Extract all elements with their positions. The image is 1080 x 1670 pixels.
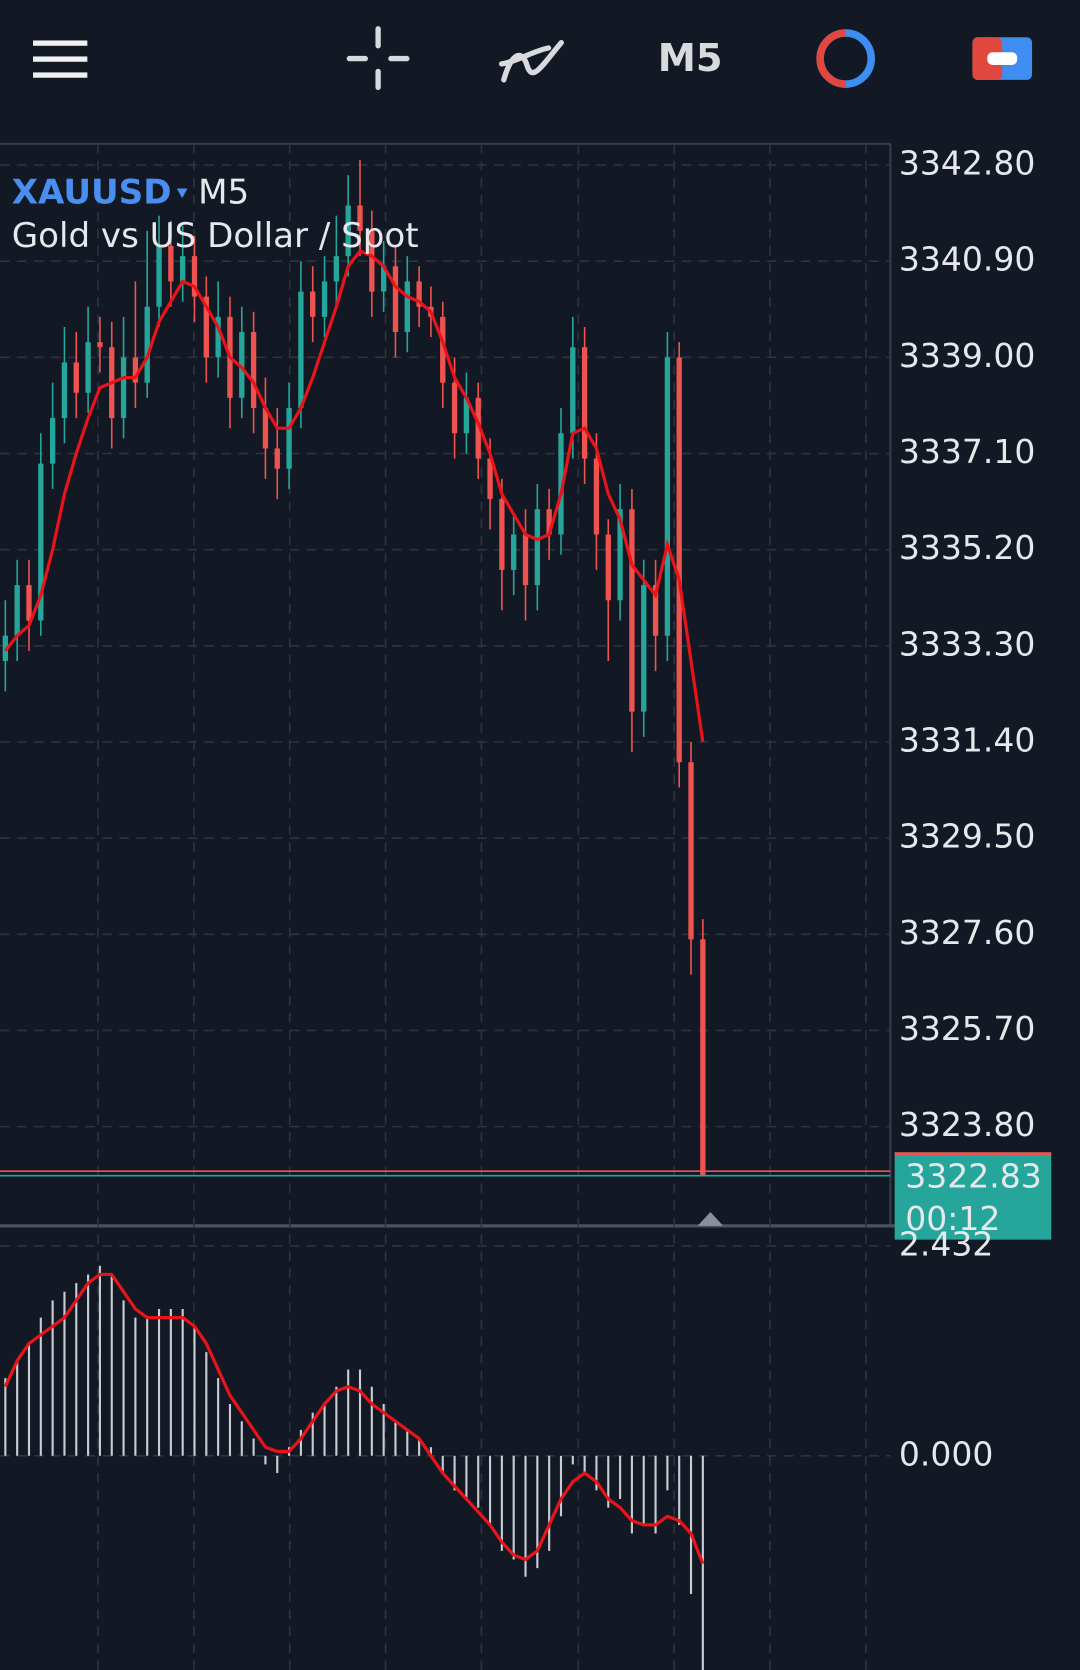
candle-body	[534, 509, 540, 586]
symbol[interactable]: XAUUSD	[12, 172, 172, 212]
candle-body	[463, 397, 470, 434]
candle-body	[688, 762, 694, 940]
candle-body	[522, 534, 529, 586]
candle-body	[97, 342, 103, 348]
candle-body	[215, 316, 221, 358]
candle-body	[392, 266, 399, 333]
y-tick-label: 3327.60	[899, 913, 1035, 952]
candle-body	[180, 256, 186, 282]
crosshair-button[interactable]	[346, 26, 410, 90]
last-price-box-edge	[894, 1152, 1052, 1156]
y-tick-label: 3333.30	[899, 624, 1035, 663]
candle-body	[168, 246, 174, 282]
candle-body	[404, 281, 410, 333]
candle-body	[570, 347, 576, 434]
candle-body	[487, 458, 493, 500]
candle-body	[369, 230, 375, 292]
candle-body	[85, 342, 91, 393]
candle-body	[286, 407, 292, 469]
candle-body	[499, 499, 505, 570]
timeframe-button[interactable]: M5	[658, 36, 723, 81]
candle-body	[239, 332, 245, 398]
candle-body	[144, 306, 150, 383]
candle-body	[49, 418, 56, 464]
candle-body	[132, 357, 139, 383]
symbol-description: Gold vs US Dollar / Spot	[12, 216, 419, 256]
last-price-label: 3322.83	[905, 1156, 1041, 1195]
candle-body	[321, 281, 328, 317]
y-tick-label: 3329.50	[899, 817, 1035, 856]
signal-line	[3, 1272, 705, 1565]
candle-body	[700, 939, 706, 1176]
current-bar-marker	[697, 1212, 724, 1226]
candle-body	[120, 357, 127, 419]
candle-body	[605, 534, 611, 601]
history-button[interactable]	[816, 29, 875, 88]
candle-body	[641, 585, 647, 712]
candle-body	[451, 382, 458, 434]
y-tick-label: 3323.80	[899, 1105, 1035, 1144]
candle-body	[26, 585, 32, 621]
candle-body	[546, 509, 552, 535]
candle-body	[156, 246, 162, 307]
candle-body	[511, 534, 517, 570]
candle-body	[191, 256, 198, 297]
y-tick-label: 3339.00	[899, 336, 1035, 375]
candle-body	[345, 205, 351, 257]
indicators-button[interactable]	[498, 39, 564, 83]
symbol-dropdown[interactable]	[176, 188, 188, 199]
y-tick-label: 2.432	[899, 1224, 993, 1263]
last-price-box	[894, 1152, 1052, 1240]
candle-body	[203, 296, 209, 358]
y-tick-label: 3335.20	[899, 528, 1035, 567]
candle-body	[593, 458, 600, 535]
candle-body	[357, 205, 363, 231]
candle-body	[14, 585, 20, 636]
bar-countdown: 00:12	[905, 1199, 1000, 1238]
candle-body	[652, 585, 659, 636]
candle-body	[629, 509, 635, 712]
y-tick-label: 3325.70	[899, 1009, 1035, 1048]
y-tick-label: 3342.80	[899, 144, 1035, 183]
candle-body	[333, 256, 340, 282]
candle-body	[38, 463, 44, 621]
candle-body	[581, 347, 588, 459]
candle-body	[676, 357, 682, 763]
candle-body	[310, 291, 316, 317]
candle-body	[250, 332, 257, 408]
candle-body	[380, 266, 387, 292]
candle-body	[274, 448, 280, 469]
candle-body	[73, 362, 79, 393]
candle-body	[440, 316, 446, 383]
candle-body	[475, 397, 481, 459]
candle-body	[617, 509, 623, 601]
candle-body	[61, 362, 68, 419]
candle-body	[664, 357, 671, 636]
candle-body	[416, 281, 422, 307]
y-tick-label: 0.000	[899, 1434, 993, 1473]
moving-average	[4, 249, 705, 743]
candle-body	[298, 291, 304, 408]
trade-button[interactable]	[972, 37, 1033, 80]
y-tick-label: 3331.40	[899, 720, 1035, 759]
y-tick-label: 3340.90	[899, 240, 1035, 279]
candle-body	[558, 433, 564, 535]
candle-body	[262, 407, 269, 449]
chart-timeframe: M5	[198, 172, 249, 212]
menu-button[interactable]	[33, 40, 88, 78]
y-tick-label: 3337.10	[899, 432, 1035, 471]
